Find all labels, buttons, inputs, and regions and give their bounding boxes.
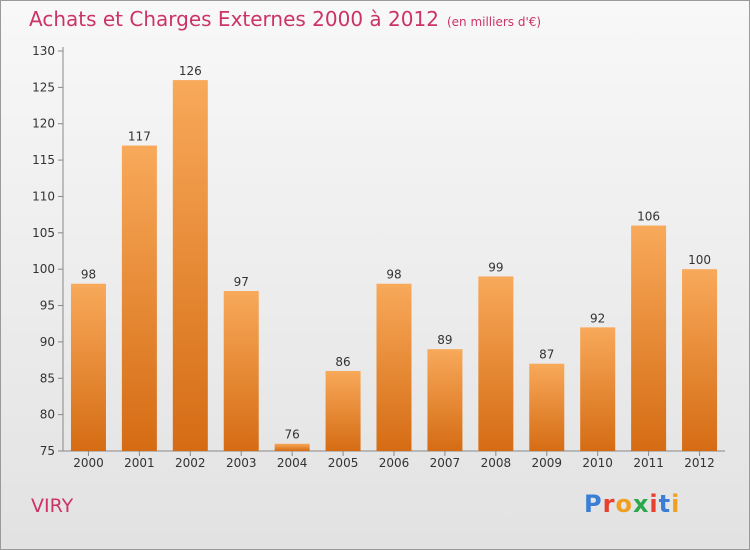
y-tick-label: 130: [32, 44, 55, 58]
logo-letter: r: [602, 490, 616, 518]
bar-value-label: 106: [637, 210, 660, 224]
x-tick-label: 2011: [633, 456, 664, 470]
x-tick-label: 2004: [277, 456, 308, 470]
bars: 98 117 126 97 76 86 98 89 99 87 92 106 100: [70, 64, 718, 451]
bar-value-label: 89: [437, 333, 452, 347]
y-tick-label: 115: [32, 153, 55, 167]
bar-value-label: 76: [285, 428, 300, 442]
bar: [274, 443, 310, 451]
commune-name: VIRY: [31, 495, 74, 517]
y-tick-label: 75: [40, 444, 55, 458]
chart-title: Achats et Charges Externes 2000 à 2012 (e…: [29, 7, 541, 31]
x-tick-label: 2002: [175, 456, 206, 470]
logo-letter: x: [632, 490, 650, 518]
bar-value-label: 98: [386, 268, 401, 282]
y-tick-label: 85: [40, 371, 55, 385]
x-tick-label: 2012: [684, 456, 715, 470]
x-tick-label: 2003: [226, 456, 257, 470]
x-tick-label: 2001: [124, 456, 155, 470]
bar: [580, 327, 616, 451]
title-text: Achats et Charges Externes 2000 à 2012: [29, 7, 439, 31]
x-tick-label: 2005: [328, 456, 359, 470]
bar-value-label: 126: [179, 64, 202, 78]
bar: [427, 349, 463, 451]
bar-value-label: 86: [335, 355, 350, 369]
bar: [70, 283, 106, 451]
x-tick-label: 2000: [73, 456, 104, 470]
x-tick-label: 2008: [481, 456, 512, 470]
y-tick-label: 100: [32, 262, 55, 276]
bar: [121, 145, 157, 451]
logo-letter: o: [615, 490, 633, 518]
logo-letter: i: [649, 490, 659, 518]
bar-value-label: 97: [234, 275, 249, 289]
logo-letter: P: [584, 490, 603, 518]
bar-value-label: 87: [539, 348, 554, 362]
x-tick-label: 2007: [430, 456, 461, 470]
bar: [376, 283, 412, 451]
bar: [223, 291, 259, 451]
bar: [682, 269, 718, 451]
logo-letter: t: [658, 490, 672, 518]
bar: [172, 80, 208, 451]
y-tick-label: 110: [32, 189, 55, 203]
y-tick-label: 120: [32, 117, 55, 131]
x-tick-label: 2010: [582, 456, 613, 470]
y-tick-label: 90: [40, 335, 55, 349]
y-tick-label: 105: [32, 226, 55, 240]
bar: [478, 276, 514, 451]
y-tick-label: 80: [40, 408, 55, 422]
x-tick-label: 2006: [379, 456, 410, 470]
bar-value-label: 100: [688, 253, 711, 267]
bar: [325, 371, 361, 451]
bar-value-label: 92: [590, 311, 605, 325]
bar-value-label: 98: [81, 268, 96, 282]
y-tick-label: 125: [32, 80, 55, 94]
bar: [631, 225, 667, 451]
bar-value-label: 117: [128, 130, 151, 144]
x-tick-label: 2009: [531, 456, 562, 470]
proxiti-logo: Proxiti: [584, 490, 680, 518]
bar-value-label: 99: [488, 260, 503, 274]
title-unit: (en milliers d'€): [446, 15, 542, 29]
axes: 75 80 85 90 95 100 105 110 115 120 125 130 2000 2001 2…: [32, 44, 725, 470]
logo-letter: i: [671, 490, 681, 518]
y-tick-label: 95: [40, 299, 55, 313]
bar: [529, 363, 565, 451]
